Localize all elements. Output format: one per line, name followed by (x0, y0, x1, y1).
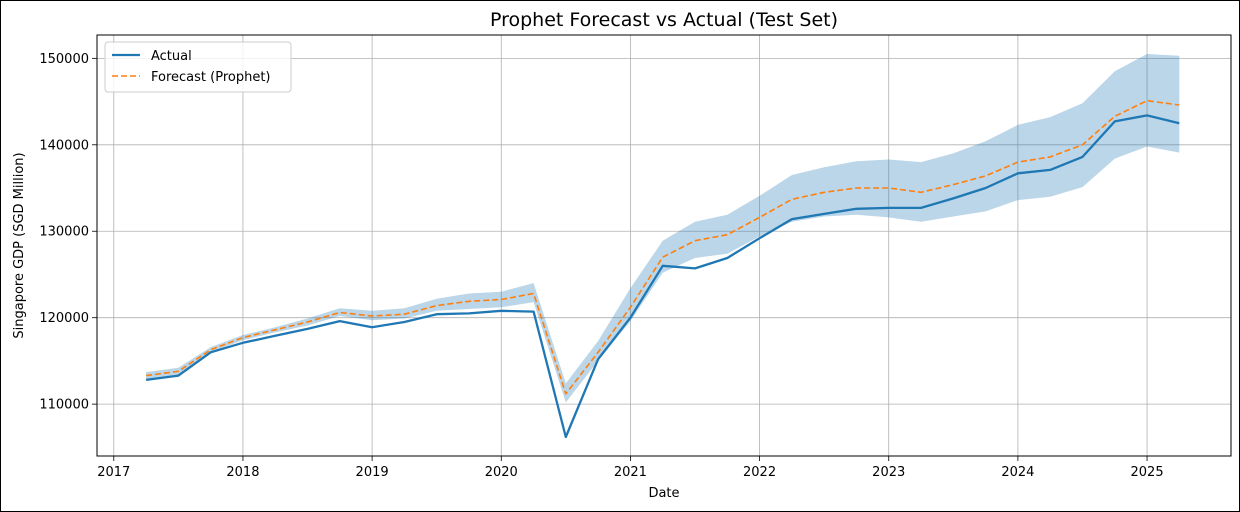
y-axis: 110000 120000 130000 140000 150000 (39, 52, 97, 413)
x-tick-label: 2018 (226, 465, 259, 480)
legend-label-forecast: Forecast (Prophet) (151, 70, 271, 85)
y-tick-label: 150000 (39, 52, 89, 67)
y-tick-label: 120000 (39, 311, 89, 326)
x-axis-label: Date (648, 486, 679, 501)
legend: Actual Forecast (Prophet) (104, 41, 292, 93)
y-axis-label: Singapore GDP (SGD Million) (12, 152, 27, 338)
interval-layer (146, 54, 1180, 403)
grid-layer (97, 35, 1231, 456)
x-tick-label: 2019 (356, 465, 389, 480)
series-layer (145, 99, 1180, 439)
x-tick-label: 2025 (1131, 465, 1164, 480)
chart-title: Prophet Forecast vs Actual (Test Set) (490, 9, 838, 31)
confidence-band (146, 54, 1180, 403)
x-tick-label: 2020 (485, 465, 518, 480)
legend-label-actual: Actual (151, 49, 192, 64)
x-tick-label: 2024 (1001, 465, 1034, 480)
plot-frame (96, 34, 1232, 457)
x-tick-label: 2021 (614, 465, 647, 480)
x-axis: 2017 2018 2019 2020 2021 2022 2023 2024 2025 (97, 456, 1164, 480)
legend-box (104, 41, 292, 93)
y-tick-label: 140000 (39, 138, 89, 153)
x-tick-label: 2017 (97, 465, 130, 480)
x-tick-label: 2023 (872, 465, 905, 480)
y-tick-label: 130000 (39, 225, 89, 240)
actual-series-line (145, 114, 1180, 439)
x-tick-label: 2022 (743, 465, 776, 480)
forecast-series-line (145, 99, 1180, 395)
y-tick-label: 110000 (39, 398, 89, 413)
